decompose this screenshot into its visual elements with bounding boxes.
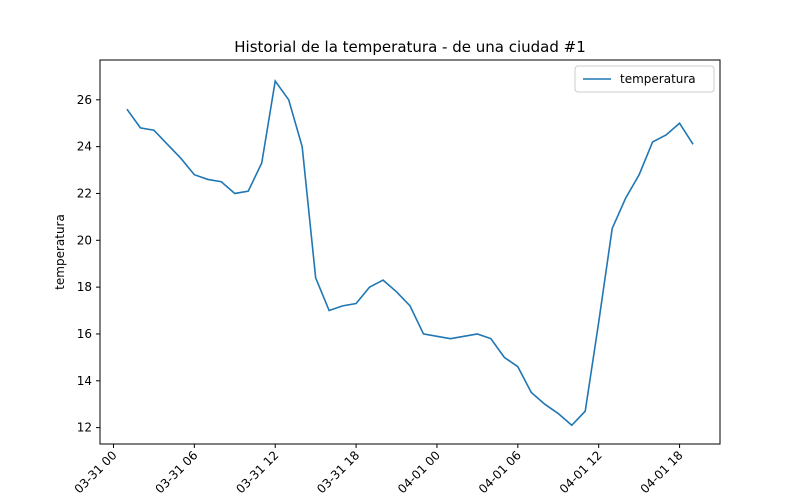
y-tick-label: 18 bbox=[77, 280, 92, 294]
x-tick-label: 04-01 18 bbox=[638, 448, 686, 496]
x-tick-label: 04-01 00 bbox=[395, 448, 443, 496]
legend-box bbox=[574, 65, 715, 93]
x-tick-label: 03-31 18 bbox=[314, 448, 362, 496]
line bbox=[126, 79, 694, 427]
y-tick-label: 14 bbox=[77, 374, 92, 388]
chart-title: Historial de la temperatura - de una ciu… bbox=[234, 38, 585, 56]
x-tick-label: 03-31 06 bbox=[152, 448, 200, 496]
y-tick-label: 20 bbox=[77, 233, 92, 247]
y-tick-label: 24 bbox=[77, 140, 92, 154]
x-tick-label: 03-31 12 bbox=[233, 448, 281, 496]
y-tick-label: 26 bbox=[77, 93, 92, 107]
plot-area bbox=[99, 59, 721, 445]
y-tick-label: 12 bbox=[77, 421, 92, 435]
x-tick-label: 03-31 00 bbox=[72, 448, 120, 496]
x-tick-label: 04-01 06 bbox=[476, 448, 524, 496]
legend-label: temperatura bbox=[620, 72, 696, 86]
x-tick-label: 04-01 12 bbox=[557, 448, 605, 496]
y-tick-label: 16 bbox=[77, 327, 92, 341]
y-tick-label: 22 bbox=[77, 186, 92, 200]
y-axis-label: temperatura bbox=[53, 214, 67, 290]
